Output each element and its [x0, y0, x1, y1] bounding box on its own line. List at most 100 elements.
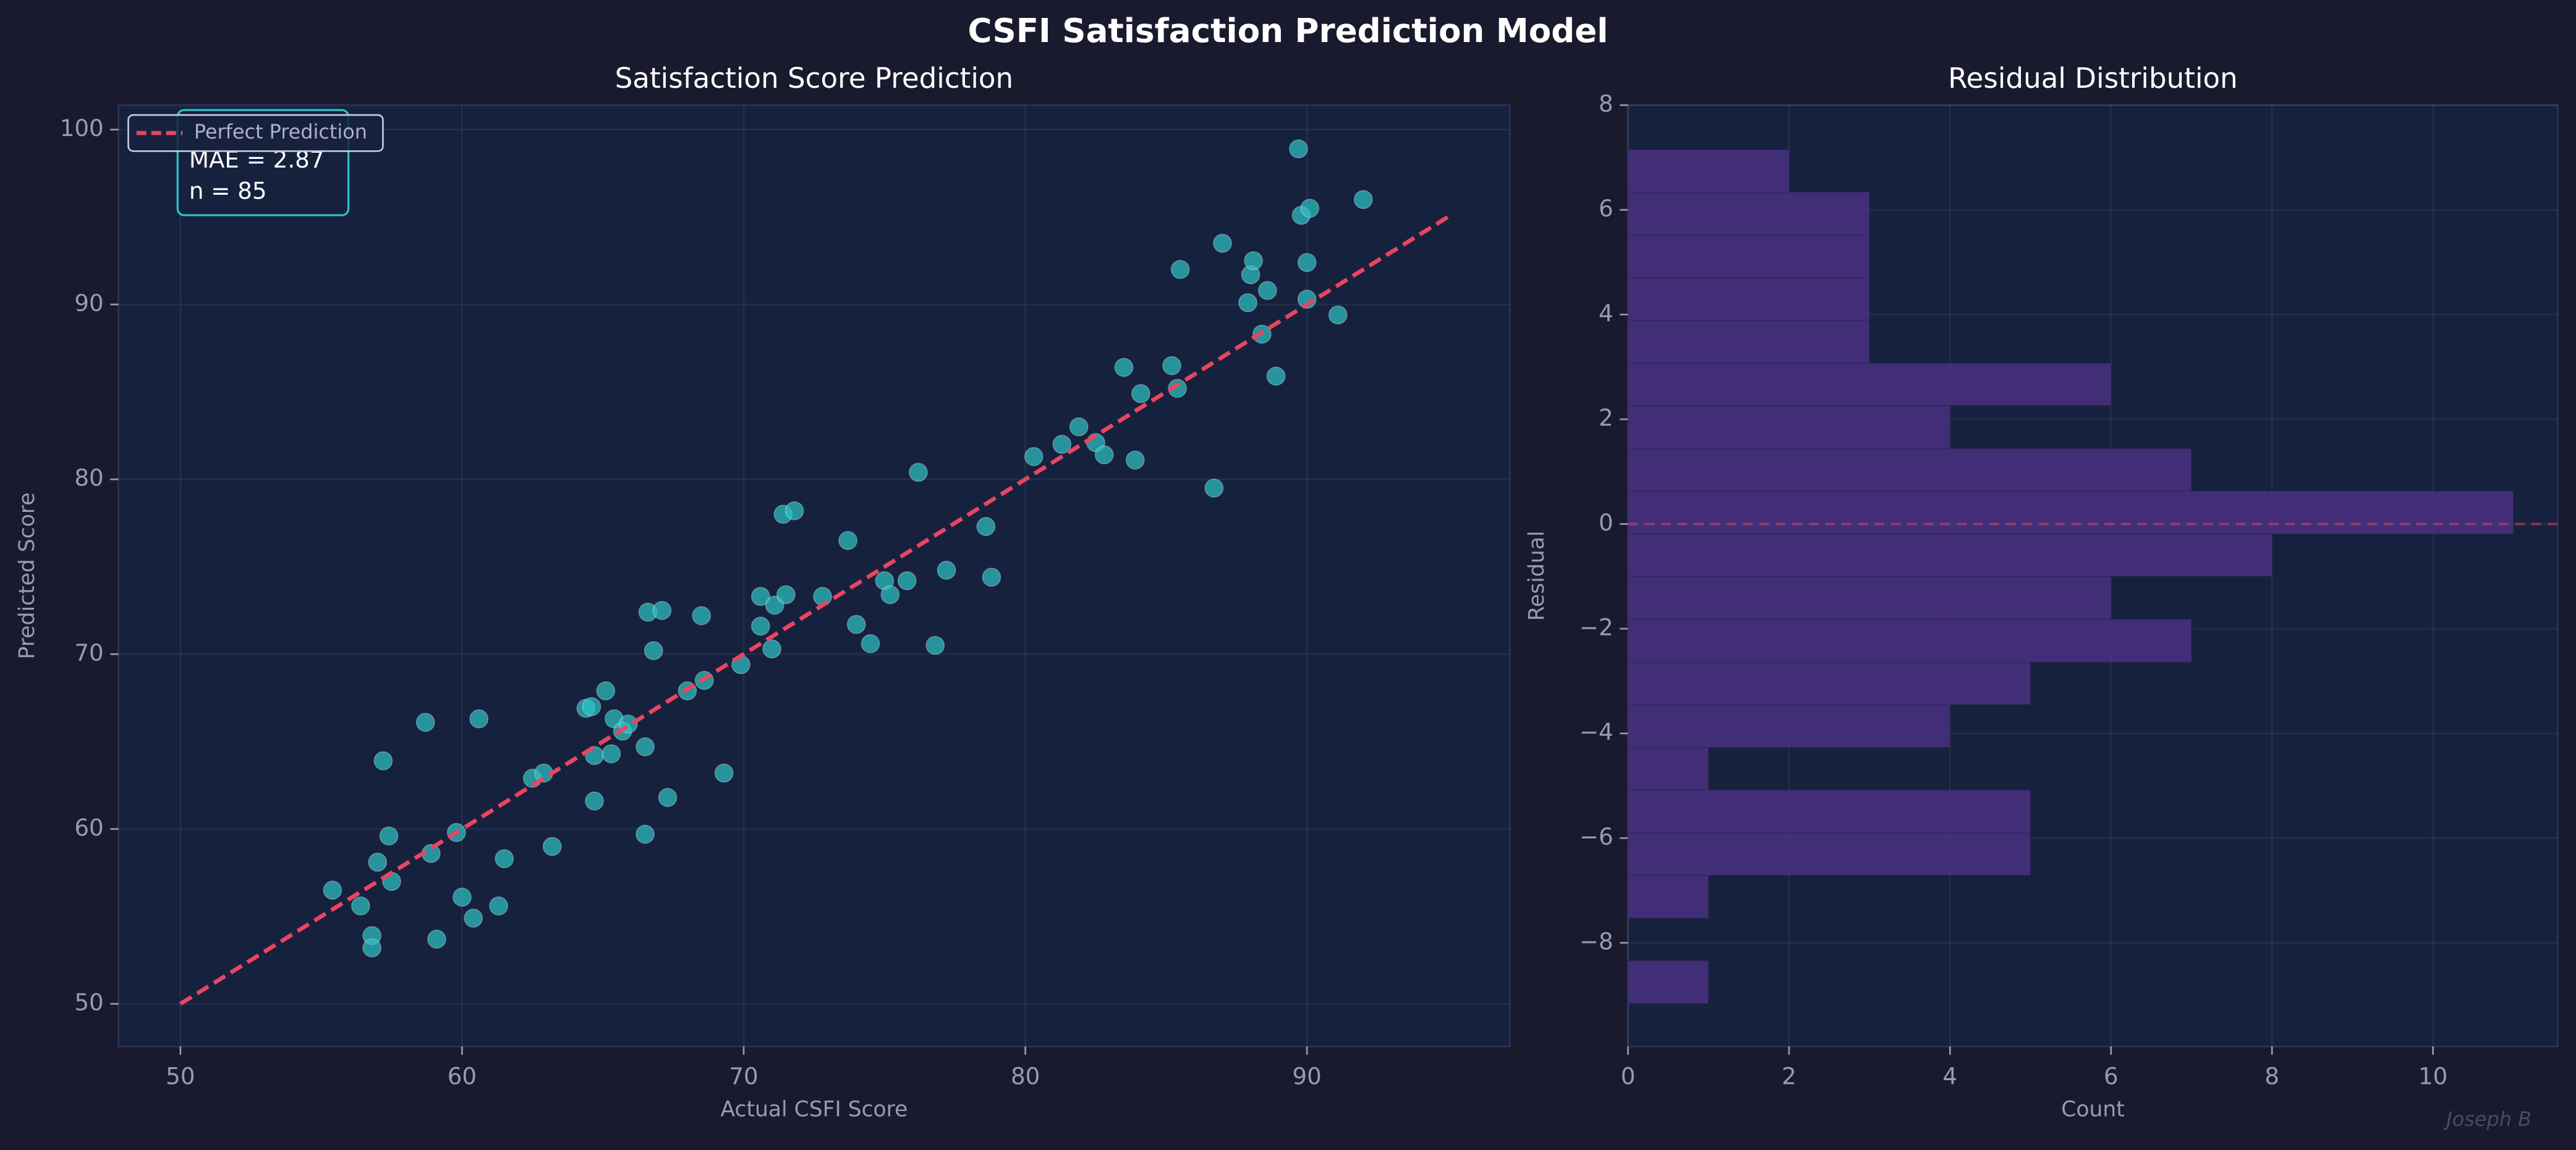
y-tick-label: −8 [1579, 927, 1613, 955]
point [323, 880, 342, 900]
x-tick-label: 60 [448, 1063, 477, 1090]
bar [1627, 790, 2031, 833]
bar [1627, 191, 1870, 236]
bar [1627, 320, 1870, 364]
watermark: Joseph B [2442, 1107, 2531, 1131]
point [750, 616, 770, 636]
point [1204, 478, 1224, 498]
x-tick-label: 90 [1293, 1063, 1322, 1090]
bar [1627, 362, 2112, 406]
point [585, 791, 604, 811]
point [1125, 450, 1145, 470]
y-tick-label: 0 [1599, 509, 1613, 536]
x-tick-label: 50 [166, 1063, 195, 1090]
point [714, 763, 734, 783]
point [373, 751, 393, 770]
point [1297, 253, 1317, 272]
y-tick-label: 6 [1599, 195, 1613, 222]
subplot-title: Residual Distribution [1948, 62, 2238, 95]
point [813, 587, 832, 607]
point [1170, 260, 1190, 279]
bar [1627, 662, 2031, 705]
point [897, 571, 917, 590]
point [1069, 417, 1089, 437]
point [495, 849, 514, 869]
point [368, 853, 388, 872]
point [1238, 293, 1257, 313]
point [351, 896, 370, 916]
point [1328, 305, 1348, 325]
legend-label: Perfect Prediction [194, 120, 367, 143]
bar [1627, 747, 1709, 791]
point [596, 681, 616, 701]
point [925, 636, 945, 655]
y-tick-label: −4 [1579, 718, 1613, 746]
point [427, 929, 446, 949]
point [909, 462, 928, 482]
bar [1627, 576, 2112, 620]
bar [1627, 490, 2514, 535]
bar [1627, 704, 1951, 748]
x-axis-label: Count [2061, 1097, 2125, 1122]
point [861, 634, 880, 654]
stats-text: n = 85 [189, 177, 267, 204]
legend-box [127, 114, 384, 152]
point [464, 908, 483, 928]
y-tick-label: 4 [1599, 299, 1613, 326]
bar [1627, 533, 2272, 577]
point [1289, 139, 1308, 159]
point [1244, 251, 1264, 271]
bar [1627, 448, 2192, 492]
point [1353, 190, 1373, 210]
point [880, 585, 900, 605]
bar [1627, 234, 1870, 279]
y-tick-label: 70 [74, 639, 103, 667]
point [776, 585, 796, 605]
y-tick-label: 100 [60, 114, 104, 142]
point [542, 837, 562, 856]
point [1114, 357, 1134, 377]
y-tick-label: 60 [74, 814, 103, 841]
point [582, 697, 601, 717]
x-axis-label: Actual CSFI Score [720, 1097, 908, 1122]
bar [1627, 277, 1870, 321]
point [415, 712, 435, 732]
bar [1627, 875, 1709, 919]
point [846, 615, 866, 634]
point [362, 938, 382, 958]
point [976, 517, 996, 536]
bar [1627, 405, 1951, 449]
point [652, 600, 672, 620]
point [1162, 356, 1181, 375]
subplot-title: Satisfaction Score Prediction [615, 62, 1014, 95]
point [1094, 445, 1114, 465]
point [635, 824, 655, 844]
x-tick-label: 10 [2418, 1063, 2447, 1090]
bar [1627, 618, 2192, 663]
x-tick-label: 0 [1621, 1063, 1636, 1090]
bar [1627, 149, 1790, 193]
point [644, 641, 663, 660]
point [379, 826, 399, 846]
y-tick-label: 50 [74, 989, 103, 1016]
point [838, 530, 857, 550]
point [601, 744, 621, 764]
point [1257, 281, 1277, 300]
x-tick-label: 80 [1011, 1063, 1040, 1090]
y-tick-label: 2 [1599, 404, 1613, 432]
point [469, 709, 489, 729]
point [658, 788, 678, 807]
y-axis-label: Predicted Score [15, 492, 40, 659]
y-tick-label: 8 [1599, 90, 1613, 117]
suptitle: CSFI Satisfaction Prediction Model [968, 12, 1609, 50]
plot-area [117, 104, 1511, 1047]
point [1131, 384, 1150, 404]
reference-line [179, 215, 1449, 1006]
point [1213, 234, 1232, 253]
bar [1627, 960, 1709, 1004]
point [635, 737, 655, 757]
point [750, 587, 770, 607]
x-tick-label: 2 [1782, 1063, 1796, 1090]
point [1266, 366, 1286, 386]
y-tick-label: −2 [1579, 613, 1613, 641]
